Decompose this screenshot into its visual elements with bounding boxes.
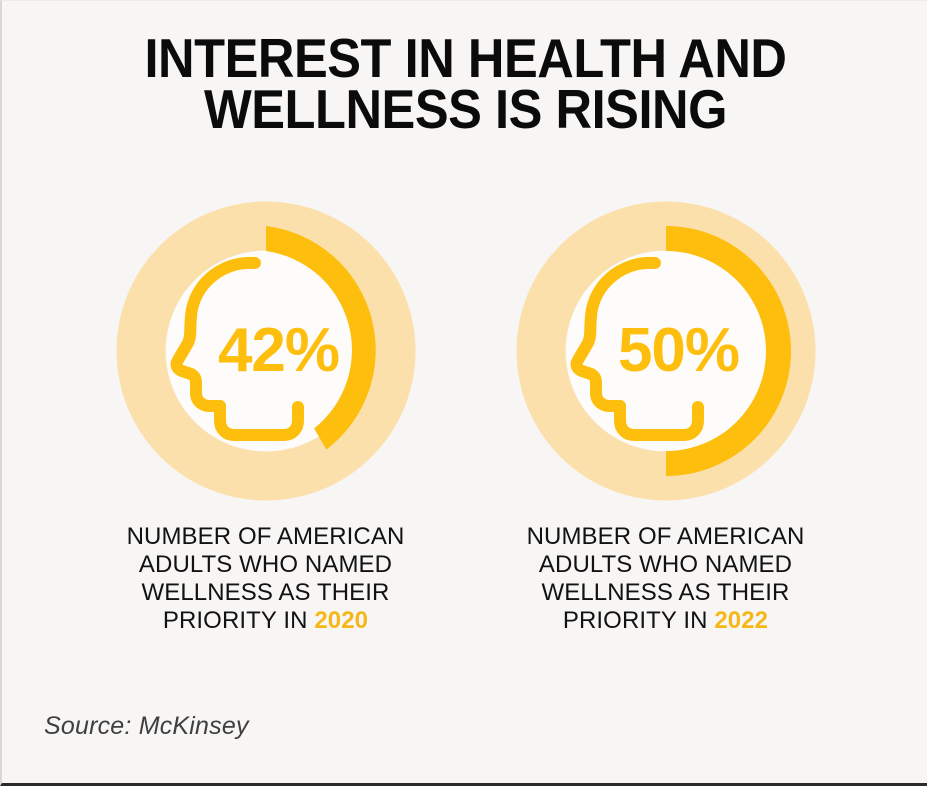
- caption-line-2: ADULTS WHO NAMED: [538, 551, 793, 578]
- caption-year-2022: 2022: [714, 607, 769, 634]
- caption-line-3: WELLNESS AS THEIR: [541, 579, 790, 606]
- source-note: Source: McKinsey: [44, 712, 249, 740]
- donut-chart-2022: 50%: [516, 201, 816, 501]
- caption-2022: NUMBER OF AMERICAN ADULTS WHO NAMED WELL…: [501, 523, 831, 635]
- caption-year-2020: 2020: [314, 607, 369, 634]
- title-line-1: INTEREST IN HEALTH AND: [144, 27, 787, 89]
- donut-hole: [565, 251, 766, 451]
- chart-2022: 50% NUMBER OF AMERICAN ADULTS WHO NAMED …: [506, 201, 826, 635]
- donut-chart-2020: 42%: [116, 201, 416, 501]
- donut-value-arc: [665, 226, 791, 476]
- caption-2020: NUMBER OF AMERICAN ADULTS WHO NAMED WELL…: [101, 523, 431, 635]
- donut-svg-2020: [116, 201, 415, 501]
- caption-line-4: PRIORITY IN: [562, 607, 715, 634]
- donut-value-arc: [265, 226, 376, 450]
- title-line-2: WELLNESS IS RISING: [203, 78, 728, 140]
- caption-line-4: PRIORITY IN: [162, 607, 315, 634]
- page-title: INTEREST IN HEALTH AND WELLNESS IS RISIN…: [2, 27, 927, 140]
- caption-line-1: NUMBER OF AMERICAN: [526, 523, 805, 550]
- charts-row: 42% NUMBER OF AMERICAN ADULTS WHO NAMED …: [2, 201, 927, 635]
- head-profile-icon: [570, 256, 704, 441]
- chart-2020: 42% NUMBER OF AMERICAN ADULTS WHO NAMED …: [106, 201, 426, 635]
- caption-line-2: ADULTS WHO NAMED: [138, 551, 393, 578]
- head-profile-icon: [170, 256, 304, 441]
- donut-svg-2022: [516, 201, 815, 501]
- caption-line-3: WELLNESS AS THEIR: [141, 579, 390, 606]
- caption-line-1: NUMBER OF AMERICAN: [126, 523, 405, 550]
